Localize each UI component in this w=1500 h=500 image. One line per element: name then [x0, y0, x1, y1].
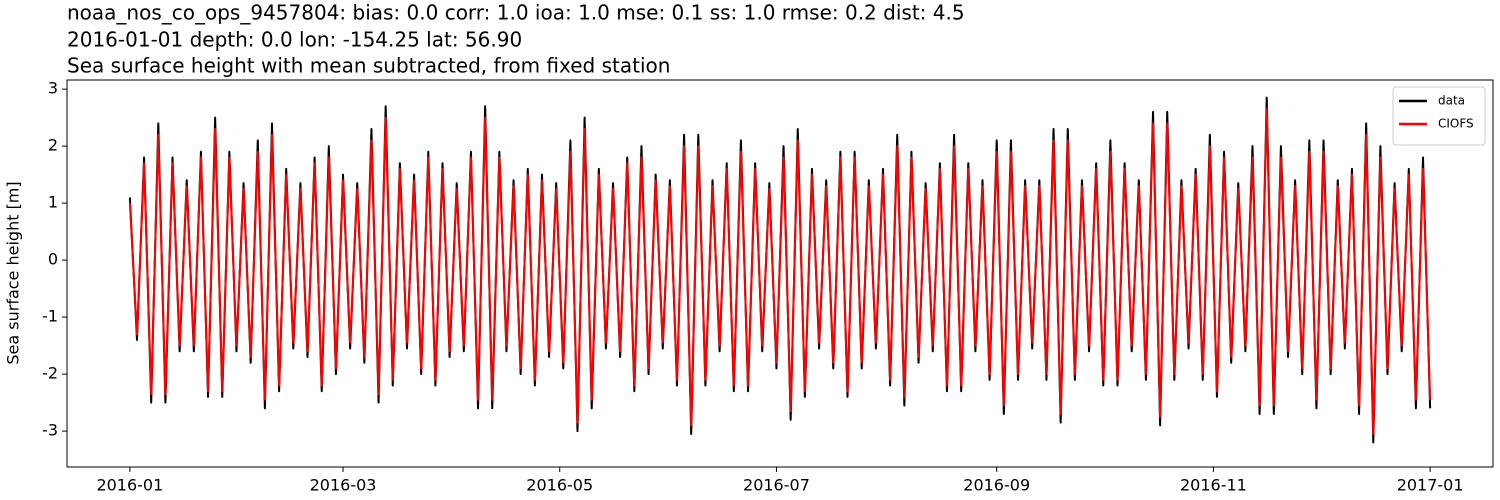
plot-frame [66, 79, 1494, 468]
y-tick-label: -3 [42, 421, 58, 440]
title-line: Sea surface height with mean subtracted,… [67, 54, 670, 78]
x-tick-label: 2016-03 [310, 476, 377, 495]
x-tick-label: 2016-09 [963, 476, 1030, 495]
x-tick-label: 2016-11 [1180, 476, 1247, 495]
y-tick-label: 2 [48, 136, 58, 155]
legend-label: CIOFS [1438, 117, 1474, 131]
x-tick-label: 2016-05 [526, 476, 593, 495]
y-axis-label: Sea surface height [m] [4, 181, 23, 364]
y-tick-label: -2 [42, 364, 58, 383]
legend-label: data [1438, 94, 1465, 108]
y-tick-label: -1 [42, 307, 58, 326]
y-tick-label: 1 [48, 193, 58, 212]
y-tick-label: 3 [48, 79, 58, 98]
title-line: noaa_nos_co_ops_9457804: bias: 0.0 corr:… [67, 1, 965, 25]
legend: data CIOFS [1392, 86, 1486, 146]
x-tick-label: 2017-01 [1397, 476, 1464, 495]
x-tick-label: 2016-01 [96, 476, 163, 495]
y-tick-label: 0 [48, 250, 58, 269]
series-line [128, 108, 1432, 435]
title-line: 2016-01-01 depth: 0.0 lon: -154.25 lat: … [67, 28, 522, 52]
x-tick-label: 2016-07 [743, 476, 810, 495]
